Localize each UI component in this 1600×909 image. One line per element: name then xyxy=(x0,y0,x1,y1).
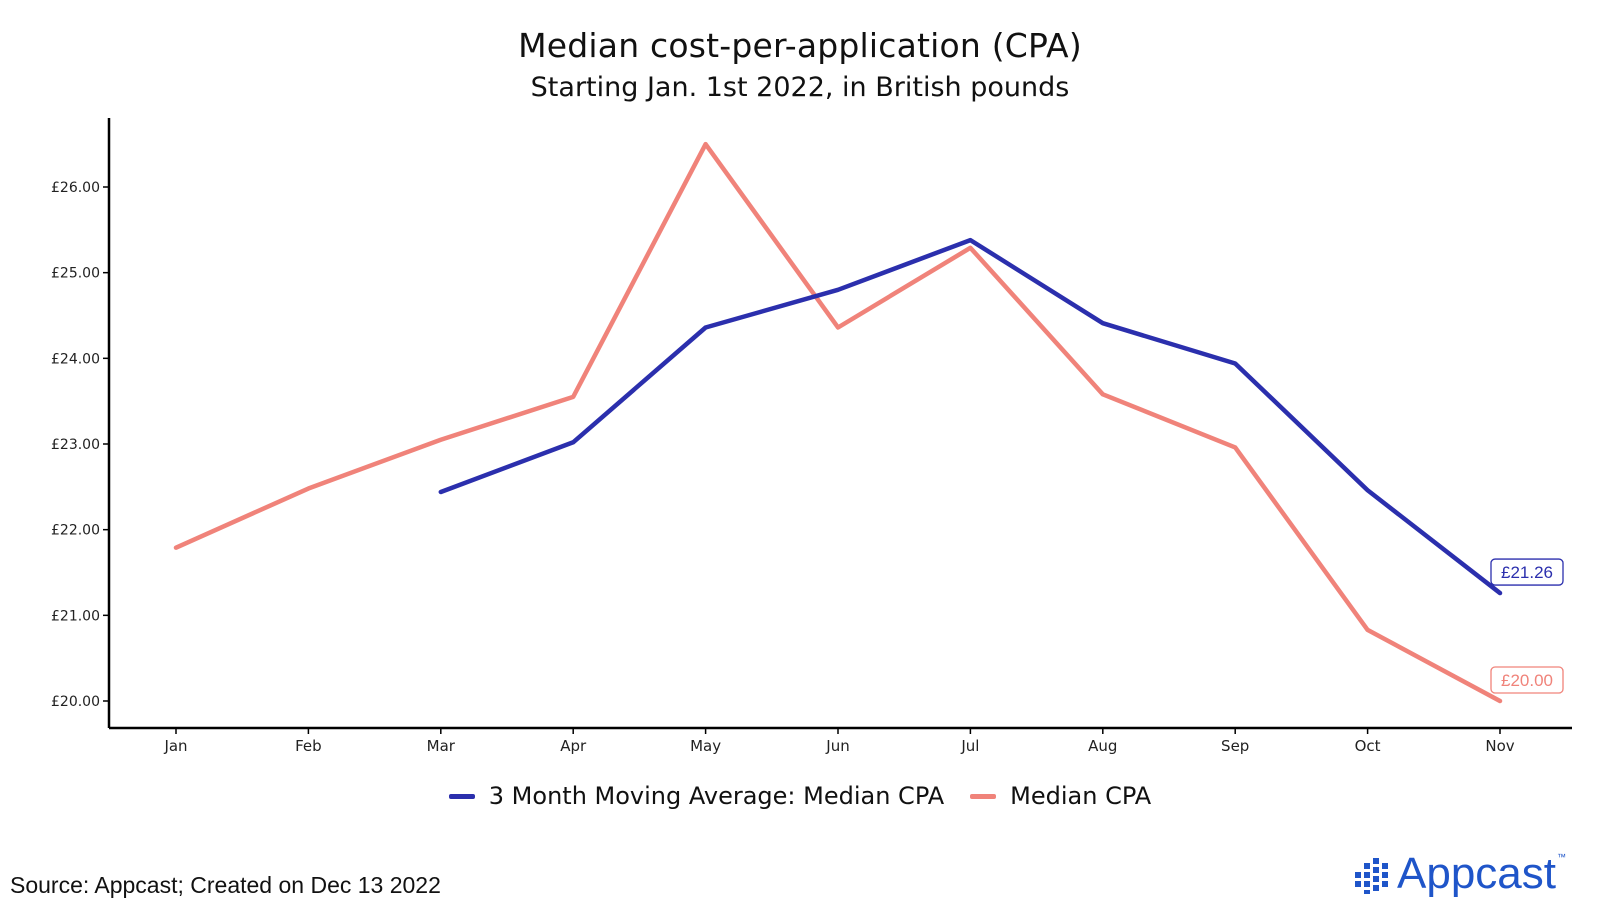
series-line-moving-average xyxy=(438,237,1503,596)
source-note: Source: Appcast; Created on Dec 13 2022 xyxy=(10,872,441,898)
x-tick-label: Mar xyxy=(427,737,456,755)
chart-legend: 3 Month Moving Average: Median CPA Media… xyxy=(0,782,1600,810)
legend-item-median-cpa: Median CPA xyxy=(970,782,1151,810)
legend-label-median-cpa: Median CPA xyxy=(1010,782,1152,810)
end-label-box-moving-average xyxy=(1490,558,1564,586)
legend-label-moving-average: 3 Month Moving Average: Median CPA xyxy=(488,782,945,810)
series-lines xyxy=(173,141,1503,704)
x-tick-label: May xyxy=(690,737,721,755)
appcast-logo-tm: ™ xyxy=(1557,852,1566,862)
appcast-logo-text: Appcast xyxy=(1397,849,1556,898)
end-label-median-cpa: £20.00 xyxy=(1501,671,1553,690)
end-label-box-median-cpa xyxy=(1490,666,1564,694)
end-labels: £20.00 £21.26 xyxy=(1490,558,1564,694)
line-chart: £20.00 £21.00 £22.00 £23.00 £24.00 £25.00 £26.… xyxy=(51,118,1572,755)
y-tick-label: £21.00 xyxy=(51,608,100,624)
y-tick-label: £24.00 xyxy=(51,351,100,367)
appcast-logo-icon xyxy=(1355,858,1389,894)
y-tick-label: £25.00 xyxy=(51,266,100,282)
x-tick-label: Aug xyxy=(1088,737,1117,755)
y-tick-label: £26.00 xyxy=(51,180,100,196)
legend-swatch-median-cpa xyxy=(970,793,997,799)
legend-swatch-moving-average xyxy=(448,793,475,799)
x-tick-label: Sep xyxy=(1221,737,1249,755)
x-tick-label: Nov xyxy=(1485,737,1514,755)
chart-axes xyxy=(107,118,1572,730)
x-tick-label: Apr xyxy=(560,737,587,755)
y-tick-label: £20.00 xyxy=(51,694,100,710)
x-axis-ticks: Jan Feb Mar Apr May Jun Jul Aug Sep Oct Nov xyxy=(163,728,1515,755)
end-label-moving-average: £21.26 xyxy=(1501,563,1553,582)
series-line-median-cpa xyxy=(173,141,1503,704)
chart-subtitle: Starting Jan. 1st 2022, in British pound… xyxy=(530,72,1070,103)
x-tick-label: Feb xyxy=(295,737,322,755)
chart-title: Median cost-per-application (CPA) xyxy=(518,26,1082,65)
x-tick-label: Jul xyxy=(960,737,979,755)
appcast-logo: Appcast ™ xyxy=(1355,852,1566,896)
x-tick-label: Oct xyxy=(1355,737,1381,755)
y-tick-label: £23.00 xyxy=(51,437,100,453)
x-tick-label: Jan xyxy=(163,737,187,755)
y-axis-ticks: £20.00 £21.00 £22.00 £23.00 £24.00 £25.00 £26.… xyxy=(51,180,109,710)
legend-item-moving-average: 3 Month Moving Average: Median CPA xyxy=(448,782,945,810)
y-tick-label: £22.00 xyxy=(51,523,100,539)
x-tick-label: Jun xyxy=(825,737,849,755)
